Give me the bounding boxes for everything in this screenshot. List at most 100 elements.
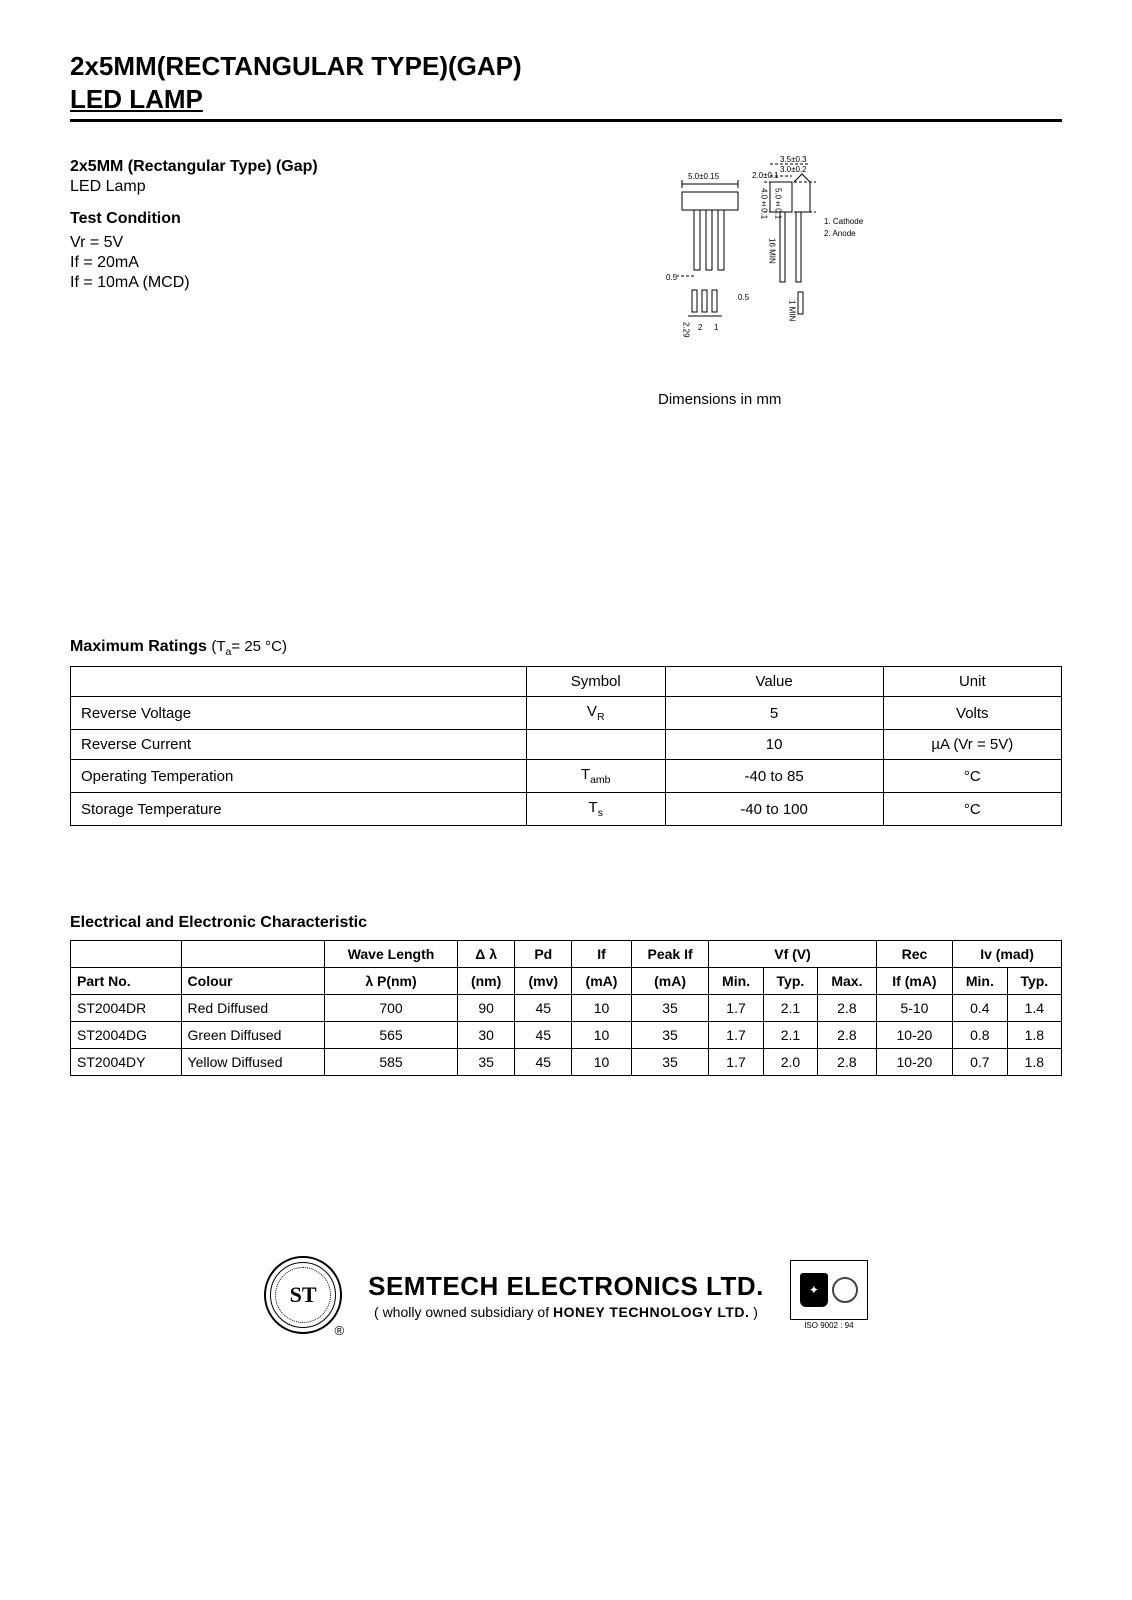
ivmin: 0.8: [953, 1022, 1008, 1049]
wl: 700: [325, 995, 458, 1022]
h1-wavelength: Wave Length: [325, 941, 458, 968]
certification-badge: ✦ ISO 9002 : 94: [790, 1260, 868, 1331]
ivtyp: 1.8: [1007, 1049, 1061, 1076]
h1-pd: Pd: [515, 941, 572, 968]
electrical-table: Wave Length Δ λ Pd If Peak If Vf (V) Rec…: [70, 940, 1062, 1076]
rec: 10-20: [876, 1049, 952, 1076]
h2-vf-max: Max.: [818, 968, 877, 995]
product-subtitle: 2x5MM (Rectangular Type) (Gap): [70, 158, 602, 176]
vtyp: 2.0: [763, 1049, 817, 1076]
diagram-caption: Dimensions in mm: [658, 391, 1062, 408]
diagram-column: 5.0±0.15 4.0±0.1 5.0±0.1 3.5±0.3 3.0±0.2…: [642, 152, 1062, 408]
rec: 10-20: [876, 1022, 952, 1049]
ivtyp: 1.8: [1007, 1022, 1061, 1049]
dim-top1: 3.5±0.3: [780, 155, 807, 164]
vmax: 2.8: [818, 1022, 877, 1049]
table-header-row: Part No. Colour λ P(nm) (nm) (mv) (mA) (…: [71, 968, 1062, 995]
h2-wavelength: λ P(nm): [325, 968, 458, 995]
param: Reverse Voltage: [71, 697, 527, 730]
ivmin: 0.4: [953, 995, 1008, 1022]
h2-if: (mA): [572, 968, 632, 995]
dim-lead-gap2: 0.5: [738, 293, 750, 302]
pk: 35: [631, 995, 708, 1022]
table-header-row: Symbol Value Unit: [71, 667, 1062, 697]
dl: 90: [457, 995, 515, 1022]
test-condition-2: If = 10mA (MCD): [70, 274, 602, 292]
h1-vf: Vf (V): [709, 941, 877, 968]
dim-lead-gap: 0.5: [666, 273, 678, 282]
wl: 585: [325, 1049, 458, 1076]
test-condition-heading: Test Condition: [70, 210, 602, 228]
vtyp: 2.1: [763, 1022, 817, 1049]
if: 10: [572, 1049, 632, 1076]
pk: 35: [631, 1022, 708, 1049]
dl: 35: [457, 1049, 515, 1076]
test-condition-1: If = 20mA: [70, 254, 602, 272]
symbol: Ts: [526, 793, 665, 826]
max-ratings-heading-row: Maximum Ratings (Ta= 25 °C): [70, 638, 1062, 658]
overview-column: 2x5MM (Rectangular Type) (Gap) LED Lamp …: [70, 152, 602, 408]
symbol: VR: [526, 697, 665, 730]
electrical-heading: Electrical and Electronic Characteristic: [70, 914, 1062, 932]
registered-mark: ®: [335, 1323, 345, 1338]
h2-peakif: (mA): [631, 968, 708, 995]
pin-1-label: 1: [714, 323, 719, 332]
col-param: [71, 667, 527, 697]
pk: 35: [631, 1049, 708, 1076]
vmin: 1.7: [709, 1049, 764, 1076]
dim-base-w: 2.29: [682, 322, 691, 338]
table-row: Reverse Voltage VR 5 Volts: [71, 697, 1062, 730]
param: Storage Temperature: [71, 793, 527, 826]
symbol: [526, 730, 665, 760]
h1-iv: Iv (mad): [953, 941, 1062, 968]
table-row: ST2004DR Red Diffused 700 90 45 10 35 1.…: [71, 995, 1062, 1022]
diagram-note-2: 2. Anode: [824, 229, 856, 238]
vmax: 2.8: [818, 1049, 877, 1076]
dim-lead-stub: 1 MIN: [788, 300, 797, 322]
symbol: Tamb: [526, 760, 665, 793]
dl: 30: [457, 1022, 515, 1049]
value: 10: [665, 730, 883, 760]
max-ratings-table: Symbol Value Unit Reverse Voltage VR 5 V…: [70, 666, 1062, 826]
table-row: ST2004DG Green Diffused 565 30 45 10 35 …: [71, 1022, 1062, 1049]
title-line-1: 2x5MM(RECTANGULAR TYPE)(GAP): [70, 50, 1062, 83]
col-symbol: Symbol: [526, 667, 665, 697]
param: Reverse Current: [71, 730, 527, 760]
ivtyp: 1.4: [1007, 995, 1061, 1022]
iso-caption: ISO 9002 : 94: [790, 1322, 868, 1331]
colour: Green Diffused: [181, 1022, 325, 1049]
col-value: Value: [665, 667, 883, 697]
h1-peakif: Peak If: [631, 941, 708, 968]
max-ratings-heading: Maximum Ratings: [70, 638, 207, 655]
crest-icon: ✦: [800, 1273, 828, 1307]
seal-icon: [832, 1277, 858, 1303]
h2-dlambda: (nm): [457, 968, 515, 995]
rec: 5-10: [876, 995, 952, 1022]
partno: ST2004DY: [71, 1049, 182, 1076]
pd: 45: [515, 1049, 572, 1076]
h2-vf-typ: Typ.: [763, 968, 817, 995]
dim-top3: 2.0±0.1: [752, 171, 779, 180]
h2-iv-typ: Typ.: [1007, 968, 1061, 995]
table-row: Operating Temperation Tamb -40 to 85 °C: [71, 760, 1062, 793]
table-row: Storage Temperature Ts -40 to 100 °C: [71, 793, 1062, 826]
product-name: LED Lamp: [70, 178, 602, 196]
dim-h1: 4.0±0.1: [760, 188, 769, 220]
page-footer: ST ® SEMTECH ELECTRONICS LTD. ( wholly o…: [70, 1256, 1062, 1334]
unit: Volts: [883, 697, 1061, 730]
h2-rec: If (mA): [876, 968, 952, 995]
vmin: 1.7: [709, 1022, 764, 1049]
pd: 45: [515, 995, 572, 1022]
colour: Red Diffused: [181, 995, 325, 1022]
h1-partno: [71, 941, 182, 968]
partno: ST2004DR: [71, 995, 182, 1022]
ivmin: 0.7: [953, 1049, 1008, 1076]
dim-lead-len: 16 MIN: [768, 238, 777, 264]
logo-glyph: ST: [290, 1282, 317, 1308]
value: -40 to 85: [665, 760, 883, 793]
wl: 565: [325, 1022, 458, 1049]
h2-pd: (mv): [515, 968, 572, 995]
param: Operating Temperation: [71, 760, 527, 793]
vmin: 1.7: [709, 995, 764, 1022]
h1-rec: Rec: [876, 941, 952, 968]
